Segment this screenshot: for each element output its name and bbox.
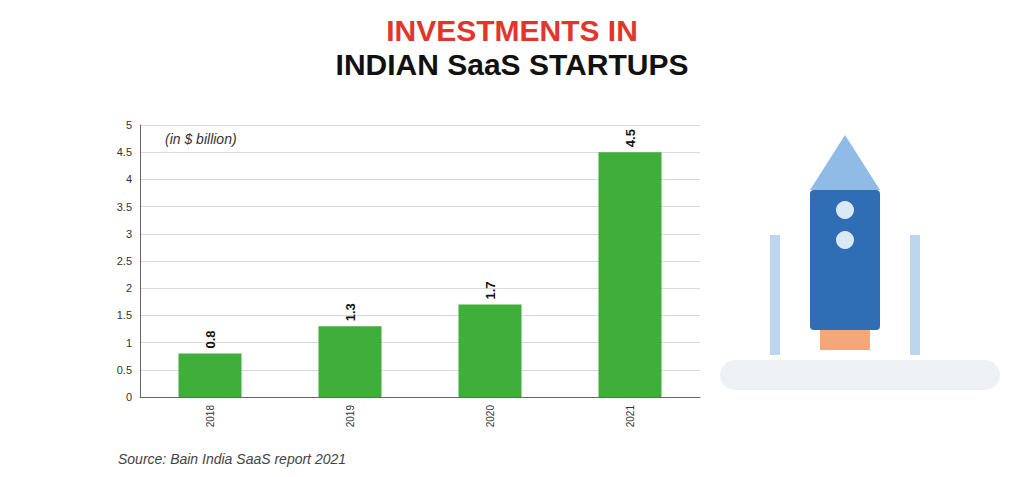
svg-text:INVESTMENTS IN: INVESTMENTS IN [386,14,638,47]
svg-text:4: 4 [126,173,132,185]
svg-text:Source: Bain India SaaS report: Source: Bain India SaaS report 2021 [118,451,346,467]
svg-text:1.5: 1.5 [117,309,132,321]
svg-text:5: 5 [126,119,132,131]
svg-text:(in $ billion): (in $ billion) [165,131,237,147]
svg-text:4.5: 4.5 [623,129,638,147]
svg-text:3.5: 3.5 [117,201,132,213]
svg-text:0.8: 0.8 [203,330,218,348]
svg-text:0: 0 [126,391,132,403]
svg-text:2.5: 2.5 [117,255,132,267]
svg-text:1.3: 1.3 [343,303,358,321]
svg-text:0.5: 0.5 [117,364,132,376]
svg-text:1.7: 1.7 [483,281,498,299]
svg-text:4.5: 4.5 [117,146,132,158]
svg-text:2020: 2020 [485,405,496,428]
svg-text:2: 2 [126,282,132,294]
svg-text:3: 3 [126,228,132,240]
svg-text:2021: 2021 [625,405,636,428]
svg-text:INDIAN SaaS STARTUPS: INDIAN SaaS STARTUPS [336,48,689,81]
svg-text:2019: 2019 [345,405,356,428]
svg-text:1: 1 [126,337,132,349]
svg-text:2018: 2018 [205,405,216,428]
